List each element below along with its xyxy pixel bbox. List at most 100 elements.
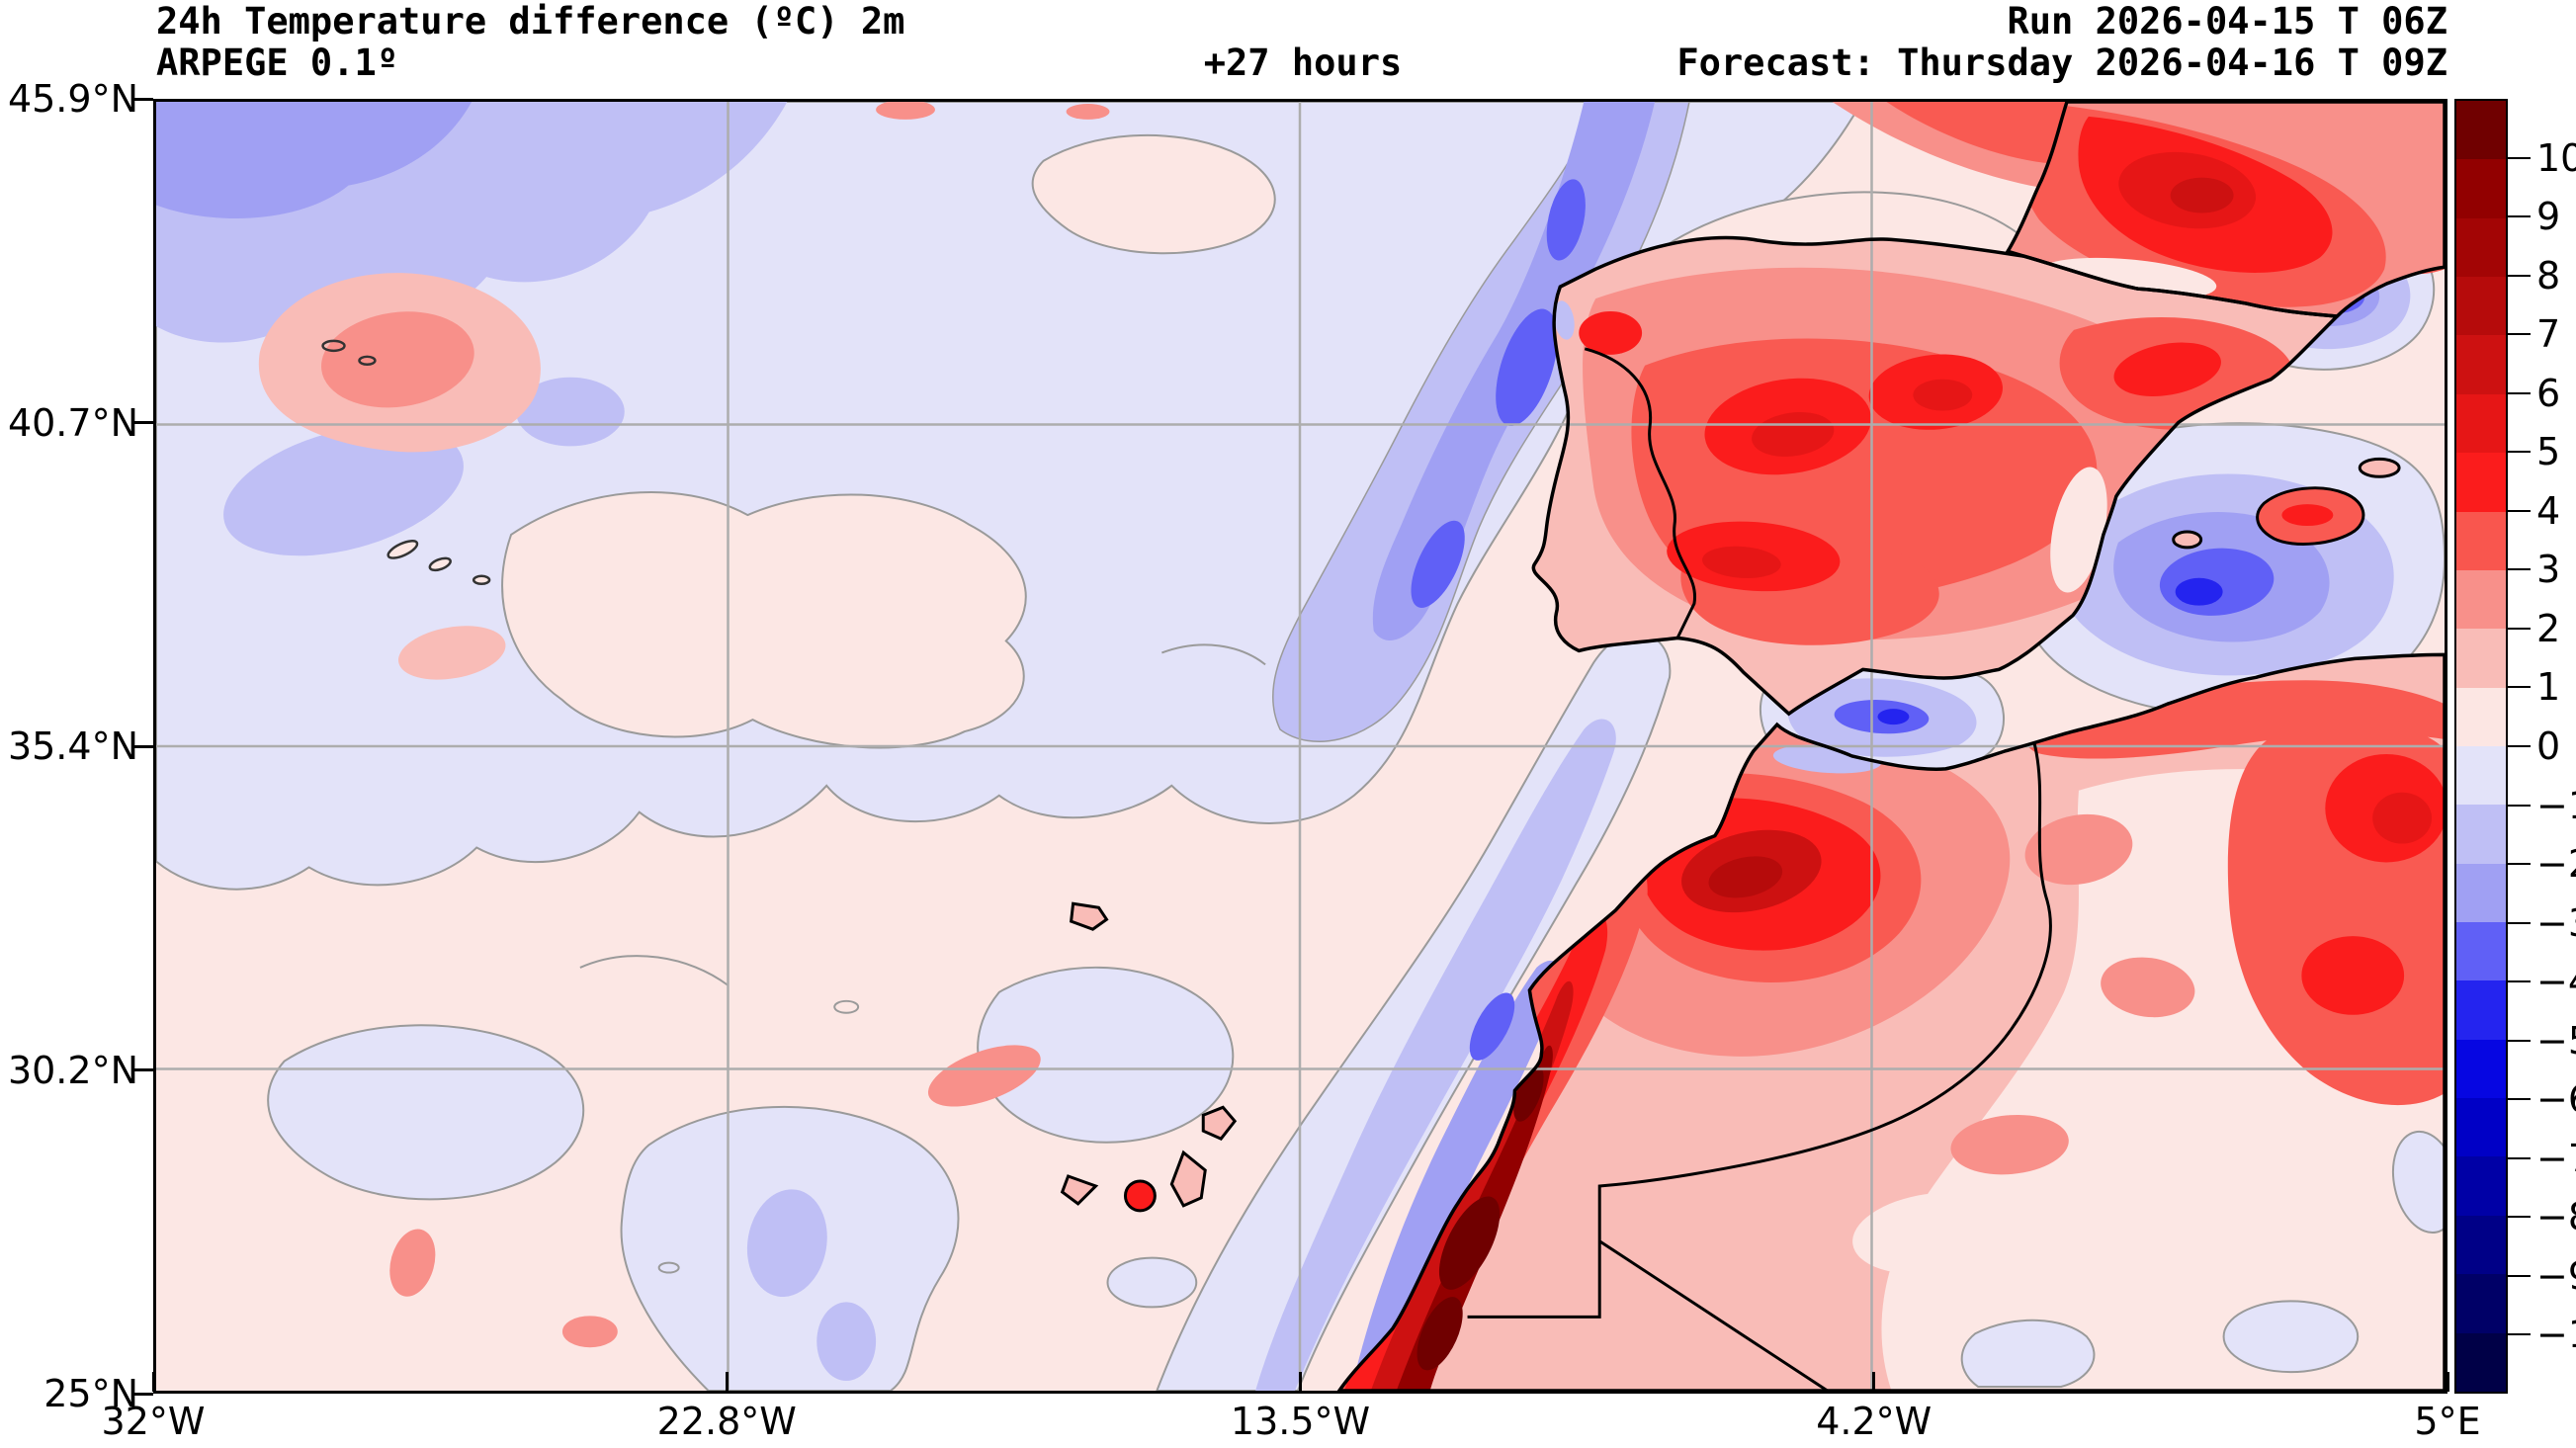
colorbar-tick [2507,1039,2531,1042]
x-axis-tick-label: 5°E [2414,1400,2481,1443]
colorbar-segment [2456,1156,2506,1216]
iberia-anomaly-field [1533,237,2338,715]
colorbar-tick [2507,1216,2531,1219]
colorbar-segment [2456,393,2506,454]
colorbar [2454,99,2508,1394]
colorbar-tick-label: 10 [2536,135,2576,180]
x-axis-tick [151,1372,155,1392]
y-axis-tick [133,421,153,424]
colorbar-tick [2507,391,2531,394]
portugal-spain-border [1584,347,1697,639]
x-axis-tick [1299,1372,1302,1392]
map-plot-area [153,99,2447,1394]
morocco-algeria-border [1467,742,2052,1391]
gran-canaria-island [1123,1179,1157,1213]
y-axis-tick [133,97,153,101]
colorbar-tick-label: −10 [2536,1313,2576,1357]
colorbar-tick-label: −9 [2536,1253,2576,1298]
tenerife-island [1060,1174,1099,1206]
lanzarote-island [1201,1105,1238,1142]
run-label: Run 2026-04-15 T 06Z [2007,0,2447,43]
colorbar-tick-label: 6 [2536,371,2561,415]
colorbar-segment [2456,745,2506,806]
colorbar-tick-label: 9 [2536,195,2561,239]
colorbar-tick [2507,863,2531,866]
colorbar-tick [2507,745,2531,747]
colorbar-tick [2507,1333,2531,1336]
colorbar-tick-label: 8 [2536,253,2561,298]
colorbar-tick-label: −6 [2536,1077,2576,1122]
colorbar-segment [2456,922,2506,981]
x-axis-tick [725,1372,729,1392]
france-anomaly-field [2008,102,2445,317]
colorbar-tick [2507,274,2531,277]
x-axis-tick-label: 4.2°W [1816,1400,1932,1443]
colorbar-tick [2507,686,2531,689]
colorbar-tick-label: −1 [2536,783,2576,827]
colorbar-tick [2507,1156,2531,1159]
colorbar-tick [2507,451,2531,454]
y-axis-tick-label: 35.4°N [7,724,138,768]
y-axis-tick [133,1068,153,1071]
colorbar-tick-label: −7 [2536,1136,2576,1180]
colorbar-tick-label: −2 [2536,842,2576,887]
colorbar-segment [2456,1215,2506,1275]
colorbar-tick [2507,568,2531,571]
colorbar-tick [2507,804,2531,807]
colorbar-tick [2507,1098,2531,1101]
azores-islands [386,540,491,585]
colorbar-segment [2456,805,2506,864]
y-axis-tick [133,744,153,748]
y-axis-tick [133,1392,153,1396]
colorbar-tick-label: 0 [2536,724,2561,768]
colorbar-segment [2456,1039,2506,1099]
x-axis-tick [1872,1372,1876,1392]
y-axis-tick-label: 45.9°N [7,77,138,121]
map-field-svg [156,102,2445,1391]
colorbar-tick-label: 3 [2536,548,2561,592]
coastlines [1337,102,2445,1391]
colorbar-tick-label: −5 [2536,1018,2576,1063]
colorbar-tick [2507,333,2531,336]
madeira-island [1069,901,1109,931]
ibiza-island [2172,530,2203,550]
x-axis-tick-label: 22.8°W [656,1400,797,1443]
colorbar-tick-label: −4 [2536,960,2576,1004]
colorbar-tick-label: 2 [2536,606,2561,650]
colorbar-segment [2456,159,2506,218]
colorbar-tick [2507,627,2531,630]
forecast-label: Forecast: Thursday 2026-04-16 T 09Z [1676,42,2447,84]
colorbar-segment [2456,511,2506,570]
mallorca-core [2281,504,2334,527]
y-axis-tick-label: 25°N [43,1372,138,1415]
y-axis-tick-label: 30.2°N [7,1048,138,1092]
colorbar-segment [2456,101,2506,160]
colorbar-tick [2507,921,2531,924]
fuerteventura-island [1169,1150,1207,1208]
colorbar-segment [2456,863,2506,923]
colorbar-segment [2456,277,2506,336]
colorbar-segment [2456,687,2506,746]
colorbar-segment [2456,453,2506,512]
colorbar-segment [2456,217,2506,278]
colorbar-tick-label: 1 [2536,665,2561,710]
islands [386,457,2401,1213]
colorbar-tick [2507,980,2531,983]
colorbar-segment [2456,1274,2506,1333]
colorbar-tick-label: 7 [2536,312,2561,357]
lead-time-label: +27 hours [1203,42,1403,84]
colorbar-tick-label: 5 [2536,430,2561,474]
colorbar-segment [2456,569,2506,630]
model-label: ARPEGE 0.1º [156,42,399,84]
colorbar-tick [2507,509,2531,512]
colorbar-segment [2456,1332,2506,1392]
colorbar-tick-label: −3 [2536,900,2576,945]
x-axis-tick-label: 13.5°W [1230,1400,1371,1443]
page-title: 24h Temperature difference (ºC) 2m [156,0,905,43]
colorbar-tick [2507,215,2531,218]
colorbar-tick [2507,156,2531,159]
colorbar-segment [2456,629,2506,688]
colorbar-segment [2456,980,2506,1040]
colorbar-tick-label: −8 [2536,1195,2576,1239]
